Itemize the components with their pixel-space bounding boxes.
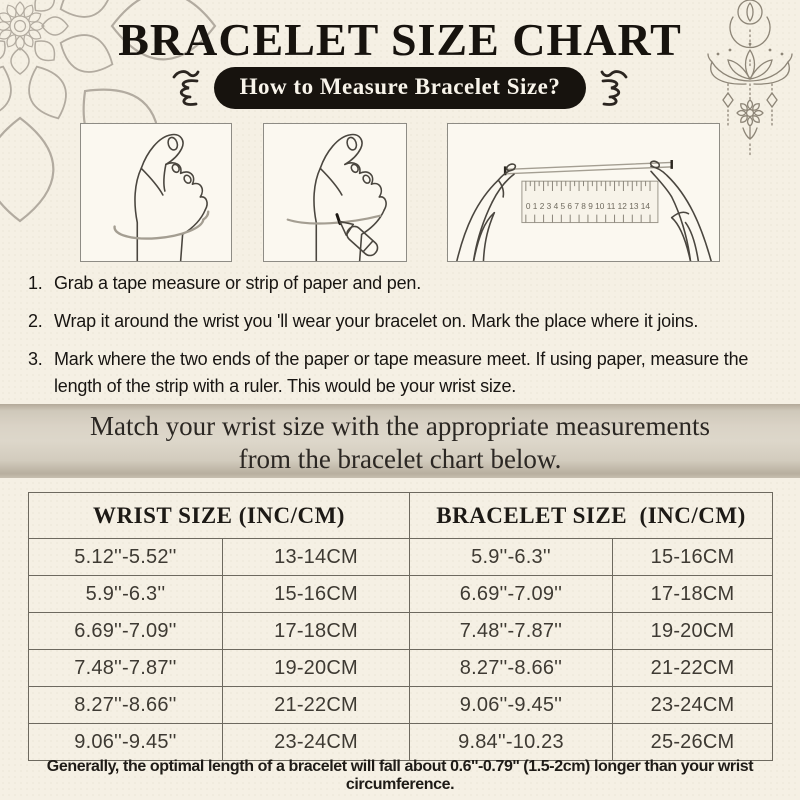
step-number: 2.	[28, 311, 43, 331]
table-row: 7.48''-7.87'' 19-20CM 8.27''-8.66'' 21-2…	[28, 649, 773, 687]
ruler	[521, 180, 659, 224]
step-text: Grab a tape measure or strip of paper an…	[54, 273, 422, 293]
bracelet-inch-cell: 5.9''-6.3''	[409, 538, 613, 576]
wrist-cm-cell: 23-24CM	[222, 723, 410, 761]
hand-with-tape-wrapped-icon	[80, 123, 232, 262]
table-row: 8.27''-8.66'' 21-22CM 9.06''-9.45'' 23-2…	[28, 686, 773, 724]
hand-with-pen-marking-icon	[263, 123, 407, 262]
step-number: 1.	[28, 273, 43, 293]
step-text: Mark where the two ends of the paper or …	[54, 349, 749, 396]
step-3: 3. Mark where the two ends of the paper …	[28, 346, 772, 400]
banner-line-1: Match your wrist size with the appropria…	[89, 411, 711, 441]
wrist-cm-cell: 21-22CM	[222, 686, 410, 724]
bracelet-inch-cell: 6.69''-7.09''	[409, 575, 613, 613]
ruler-numbers: 0 1 2 3 4 5 6 7 8 9 10 11 12 13 14	[526, 202, 651, 211]
table-row: 5.12''-5.52'' 13-14CM 5.9''-6.3'' 15-16C…	[28, 538, 773, 576]
wrist-cm-cell: 17-18CM	[222, 612, 410, 650]
step-text: Wrap it around the wrist you 'll wear yo…	[54, 311, 699, 331]
bracelet-inch-cell: 7.48''-7.87''	[409, 612, 613, 650]
wrist-cm-cell: 15-16CM	[222, 575, 410, 613]
curly-flourish-icon	[172, 70, 200, 106]
wrist-cm-cell: 13-14CM	[222, 538, 410, 576]
wrist-inch-cell: 7.48''-7.87''	[28, 649, 223, 687]
table-row: 6.69''-7.09'' 17-18CM 7.48''-7.87'' 19-2…	[28, 612, 773, 650]
bracelet-inch-cell: 8.27''-8.66''	[409, 649, 613, 687]
bracelet-cm-cell: 23-24CM	[612, 686, 773, 724]
bracelet-cm-cell: 17-18CM	[612, 575, 773, 613]
bracelet-cm-cell: 25-26CM	[612, 723, 773, 761]
table-header-row: WRIST SIZE (INC/CM) BRACELET SIZE (INC/C…	[28, 492, 773, 539]
bracelet-cm-cell: 15-16CM	[612, 538, 773, 576]
bracelet-inch-cell: 9.06''-9.45''	[409, 686, 613, 724]
hands-measuring-with-ruler-icon: 0 1 2 3 4 5 6 7 8 9 10 11 12 13 14	[447, 123, 720, 262]
step-1: 1. Grab a tape measure or strip of paper…	[28, 270, 772, 297]
wrist-inch-cell: 5.9''-6.3''	[28, 575, 223, 613]
page-title: BRACELET SIZE CHART	[118, 14, 682, 65]
curly-flourish-icon	[600, 70, 628, 106]
table-row: 9.06''-9.45'' 23-24CM 9.84''-10.23 25-26…	[28, 723, 773, 761]
table-row: 5.9''-6.3'' 15-16CM 6.69''-7.09'' 17-18C…	[28, 575, 773, 613]
step-number: 3.	[28, 349, 43, 369]
wrist-inch-cell: 8.27''-8.66''	[28, 686, 223, 724]
bracelet-size-header: BRACELET SIZE (INC/CM)	[409, 492, 773, 539]
bracelet-cm-cell: 21-22CM	[612, 649, 773, 687]
wrist-inch-cell: 9.06''-9.45''	[28, 723, 223, 761]
wrist-cm-cell: 19-20CM	[222, 649, 410, 687]
wrist-inch-cell: 6.69''-7.09''	[28, 612, 223, 650]
footer-note: Generally, the optimal length of a brace…	[46, 758, 754, 793]
size-table: WRIST SIZE (INC/CM) BRACELET SIZE (INC/C…	[28, 492, 773, 761]
match-size-banner: Match your wrist size with the appropria…	[0, 404, 800, 478]
subtitle-pill: How to Measure Bracelet Size?	[213, 67, 587, 109]
subtitle-row: How to Measure Bracelet Size?	[0, 66, 800, 110]
step-2: 2. Wrap it around the wrist you 'll wear…	[28, 308, 772, 335]
measuring-steps: 1. Grab a tape measure or strip of paper…	[28, 270, 772, 411]
wrist-inch-cell: 5.12''-5.52''	[28, 538, 223, 576]
banner-line-2: from the bracelet chart below.	[238, 444, 562, 474]
bracelet-cm-cell: 19-20CM	[612, 612, 773, 650]
wrist-size-header: WRIST SIZE (INC/CM)	[28, 492, 410, 539]
bracelet-inch-cell: 9.84''-10.23	[409, 723, 613, 761]
